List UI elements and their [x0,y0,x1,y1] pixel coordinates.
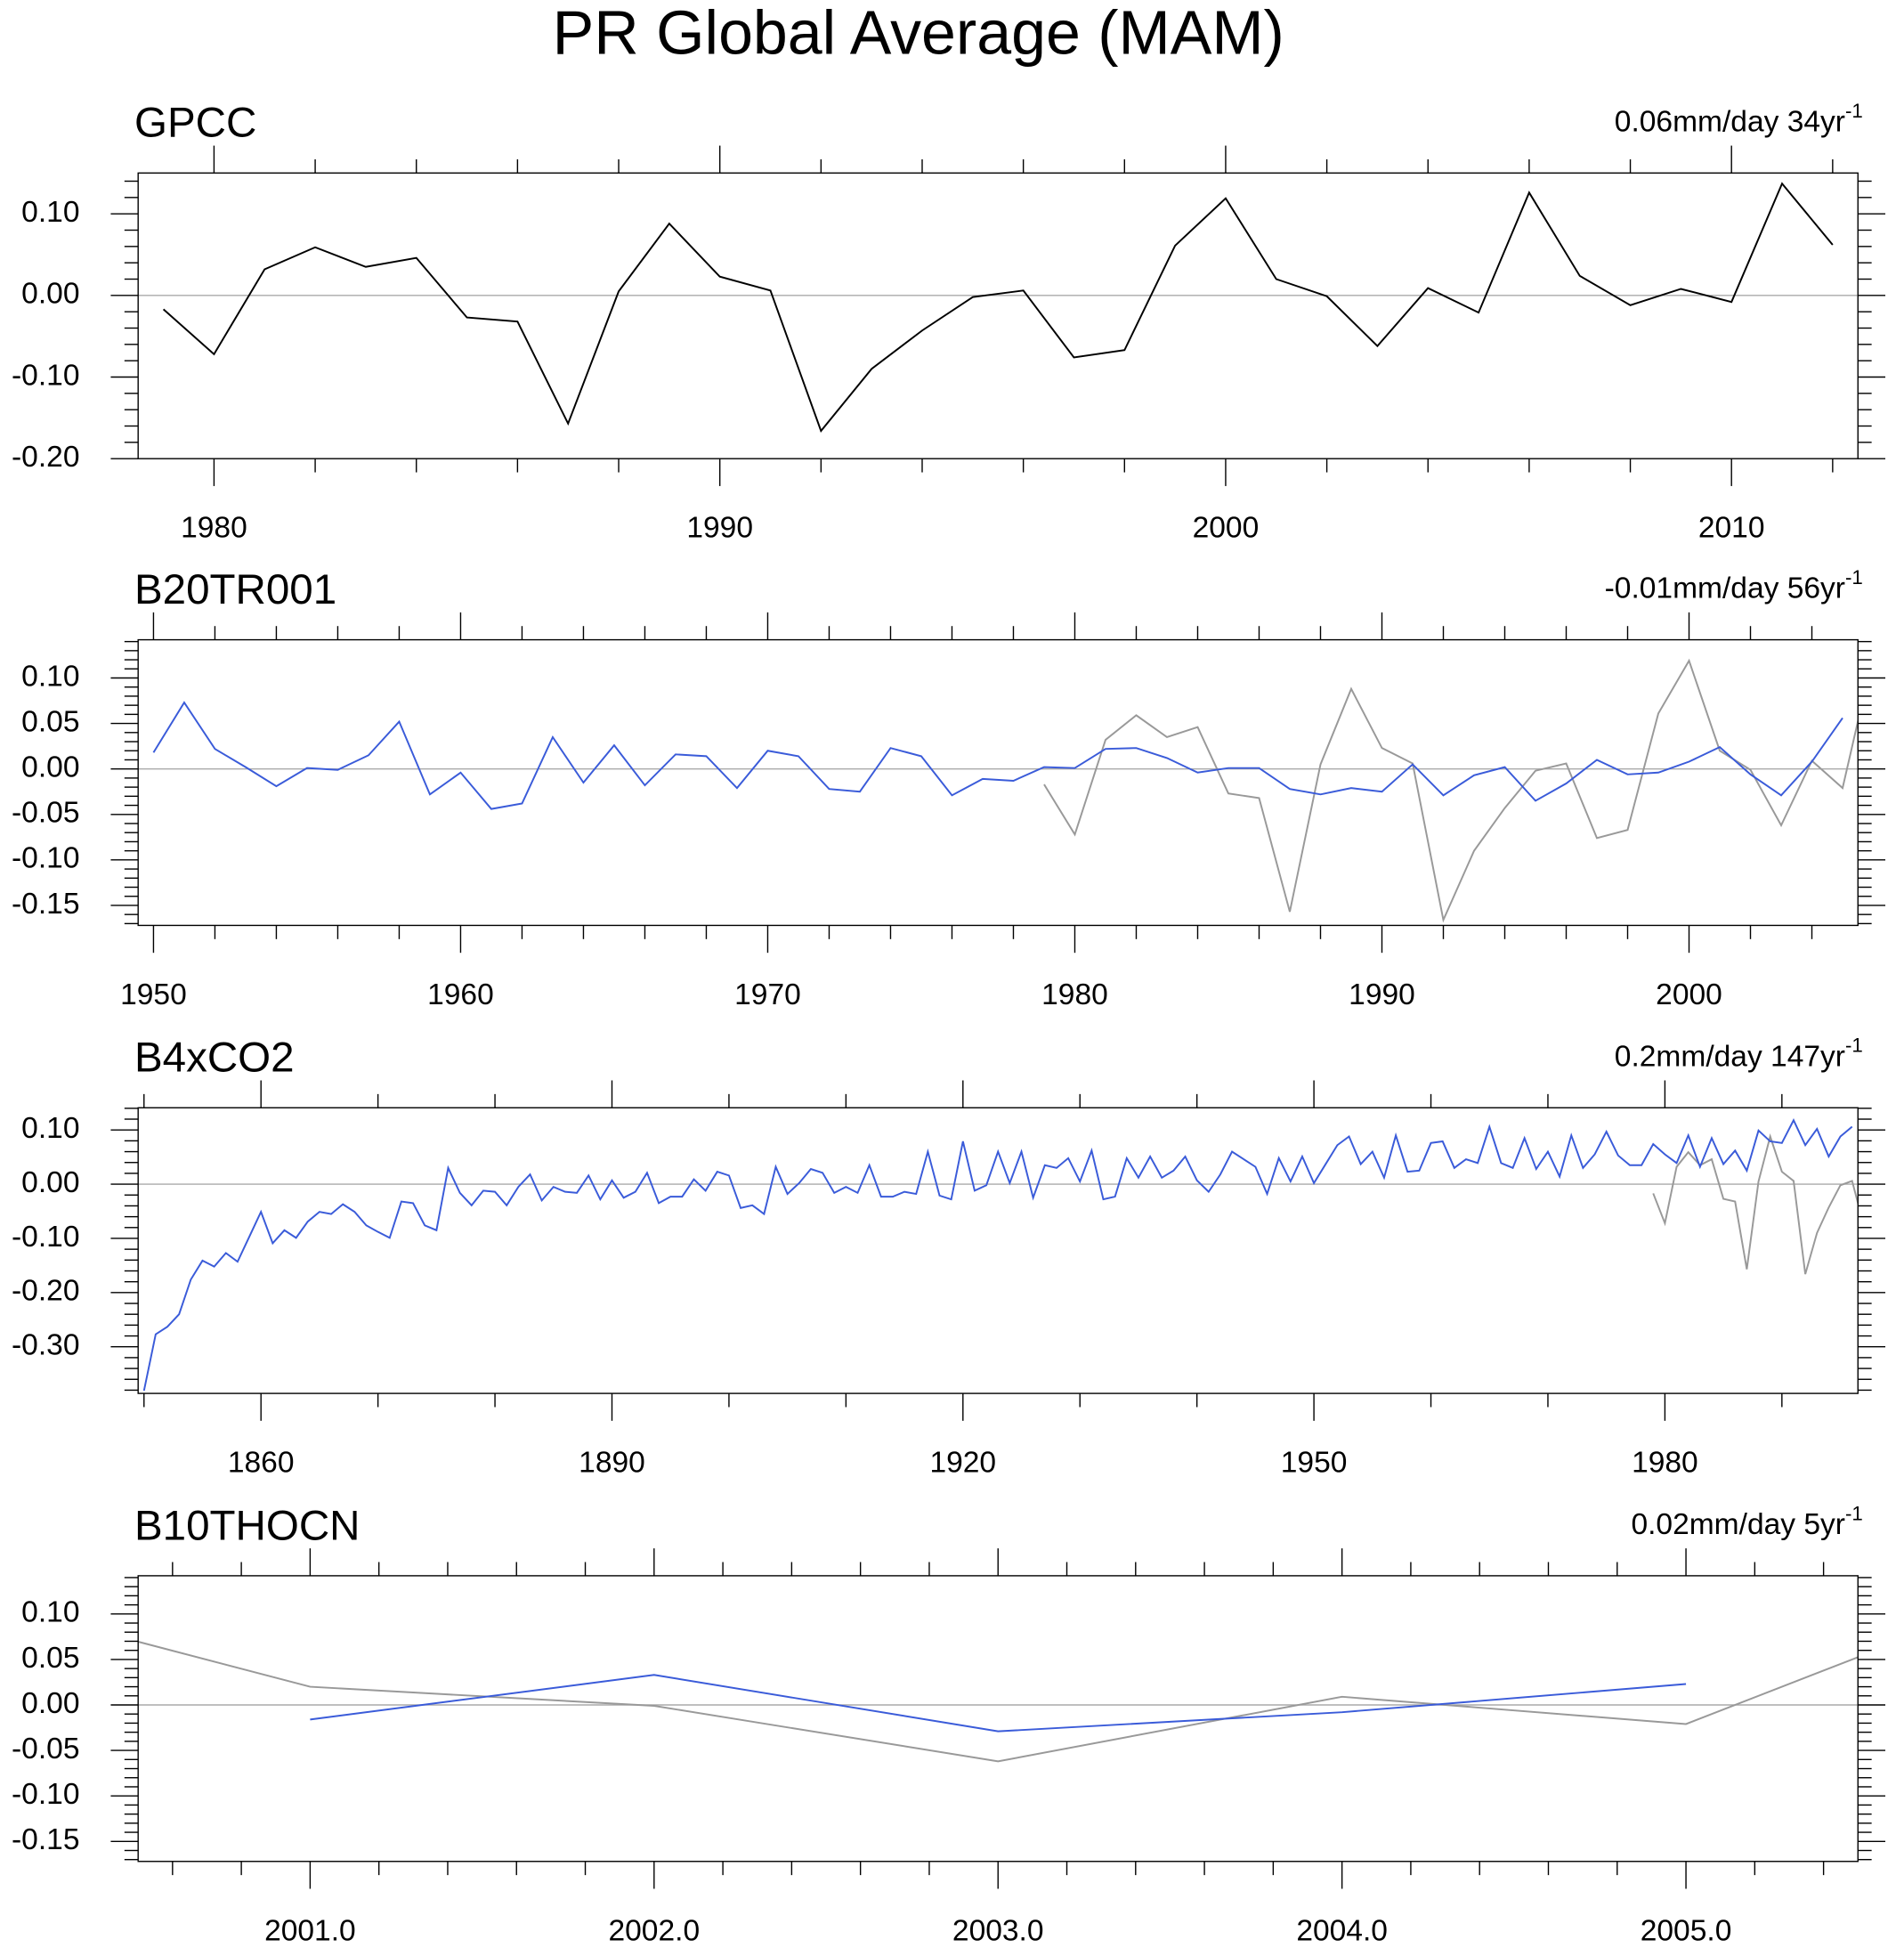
y-tick-label: -0.20 [12,1275,79,1308]
y-tick-label: -0.10 [12,1778,79,1811]
trend-text: 0.2mm/day 147yr [1615,1040,1845,1073]
x-tick-label: 1890 [579,1447,645,1480]
figure-title: PR Global Average (MAM) [553,0,1284,67]
panel-title: B10THOCN [134,1502,360,1549]
y-tick-label: -0.05 [12,1733,79,1765]
plot-frame [137,638,1859,927]
series-line [142,1118,1853,1392]
y-tick-label: -0.20 [12,441,79,474]
trend-text: 0.02mm/day 5yr [1631,1508,1845,1541]
trend-exponent: -1 [1845,566,1863,588]
x-tick-label: 1860 [228,1447,295,1480]
x-tick-label: 2002.0 [609,1914,701,1947]
trend-label: -0.01mm/day 56yr-1 [1605,566,1863,605]
y-tick-label: -0.30 [12,1329,79,1362]
trend-label: 0.06mm/day 34yr-1 [1615,100,1863,139]
series-line [310,1674,1687,1733]
panel-title: B20TR001 [134,566,336,613]
x-tick-label: 2003.0 [952,1914,1044,1947]
y-tick-label: -0.10 [12,1221,79,1254]
y-tick-label: 0.05 [21,1642,79,1675]
x-tick-label: 2005.0 [1641,1914,1732,1947]
trend-text: -0.01mm/day 56yr [1605,572,1845,605]
x-tick-label: 1990 [686,512,753,545]
x-tick-label: 1960 [427,978,494,1011]
x-tick-label: 2010 [1698,512,1765,545]
x-tick-label: 1990 [1349,978,1415,1011]
y-tick-label: 0.00 [21,278,79,311]
x-tick-label: 2000 [1193,512,1260,545]
y-tick-label: 0.00 [21,751,79,784]
plot-frame [137,172,1859,459]
panel-title: GPCC [134,100,256,147]
x-tick-label: 1970 [734,978,801,1011]
y-tick-label: -0.10 [12,359,79,392]
series-line [162,182,1834,433]
plot-frame [137,1575,1859,1863]
series-line [152,701,1843,810]
x-tick-label: 2000 [1656,978,1722,1011]
trend-exponent: -1 [1845,100,1863,122]
y-tick-label: -0.10 [12,842,79,875]
x-tick-label: 1920 [929,1447,996,1480]
trend-exponent: -1 [1845,1035,1863,1057]
series-line [1652,1133,1859,1275]
x-tick-label: 2004.0 [1296,1914,1388,1947]
y-tick-label: 0.10 [21,660,79,693]
x-tick-label: 1980 [1041,978,1108,1011]
y-tick-label: -0.05 [12,797,79,830]
y-tick-label: 0.10 [21,1596,79,1629]
plot-frame [137,1107,1859,1394]
y-tick-label: 0.10 [21,196,79,229]
trend-label: 0.2mm/day 147yr-1 [1615,1035,1863,1074]
y-tick-label: 0.05 [21,705,79,738]
x-tick-label: 1950 [120,978,187,1011]
x-tick-label: 2001.0 [264,1914,356,1947]
trend-exponent: -1 [1845,1502,1863,1524]
y-tick-label: 0.00 [21,1166,79,1199]
series-line [1043,658,1859,923]
series-line [138,1640,1859,1763]
x-tick-label: 1950 [1281,1447,1348,1480]
trend-text: 0.06mm/day 34yr [1615,105,1845,138]
y-tick-label: -0.15 [12,888,79,921]
trend-label: 0.02mm/day 5yr-1 [1631,1502,1862,1541]
x-tick-label: 1980 [1632,1447,1698,1480]
y-tick-label: 0.00 [21,1687,79,1720]
panel-title: B4xCO2 [134,1035,295,1082]
y-tick-label: 0.10 [21,1112,79,1145]
x-tick-label: 1980 [181,512,247,545]
y-tick-label: -0.15 [12,1823,79,1856]
